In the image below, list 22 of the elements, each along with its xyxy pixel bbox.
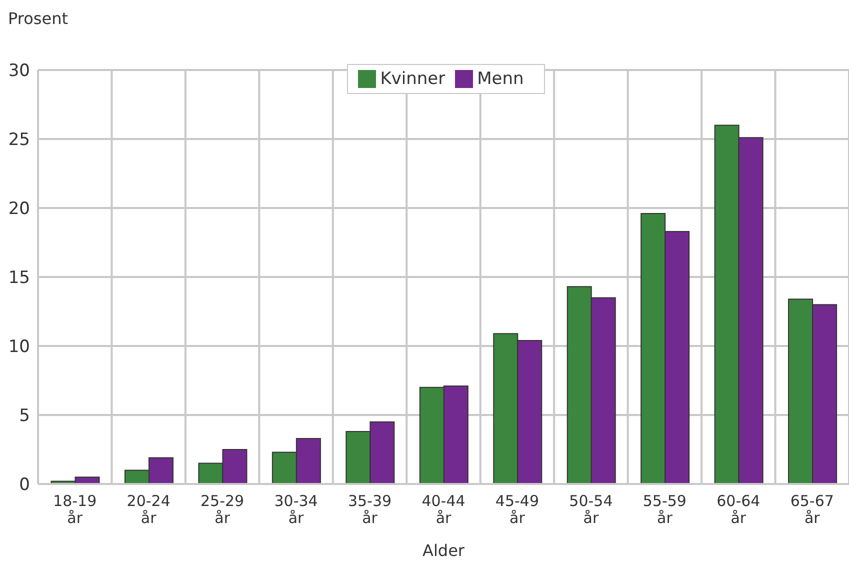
y-tick-label: 25 xyxy=(8,130,30,150)
legend-label: Menn xyxy=(477,69,524,89)
y-tick-label: 15 xyxy=(8,268,30,288)
x-tick-label: 55-59 år xyxy=(642,492,686,527)
x-tick-label: 65-67 år xyxy=(790,492,834,527)
y-axis-title: Prosent xyxy=(8,9,68,28)
y-tick-label: 30 xyxy=(8,61,30,82)
x-tick-label: 45-49 år xyxy=(495,492,540,527)
x-tick-label: 60-64 år xyxy=(716,492,760,527)
y-tick-label: 0 xyxy=(19,475,30,496)
x-tick-label: 30-34 år xyxy=(274,492,318,527)
y-tick-label: 5 xyxy=(19,406,30,426)
x-tick-label: 20-24 år xyxy=(126,492,170,527)
x-tick-label: 40-44 år xyxy=(422,492,466,527)
x-tick-label: 18-19 år xyxy=(53,492,97,527)
x-tick-label: 50-54 år xyxy=(569,492,613,527)
legend-label: Kvinner xyxy=(380,69,446,89)
x-tick-label: 35-39 år xyxy=(348,492,392,527)
x-axis-title: Alder xyxy=(422,541,465,560)
x-tick-label: 25-29 år xyxy=(200,492,244,527)
y-tick-label: 20 xyxy=(8,199,30,220)
y-tick-label: 10 xyxy=(8,337,30,358)
